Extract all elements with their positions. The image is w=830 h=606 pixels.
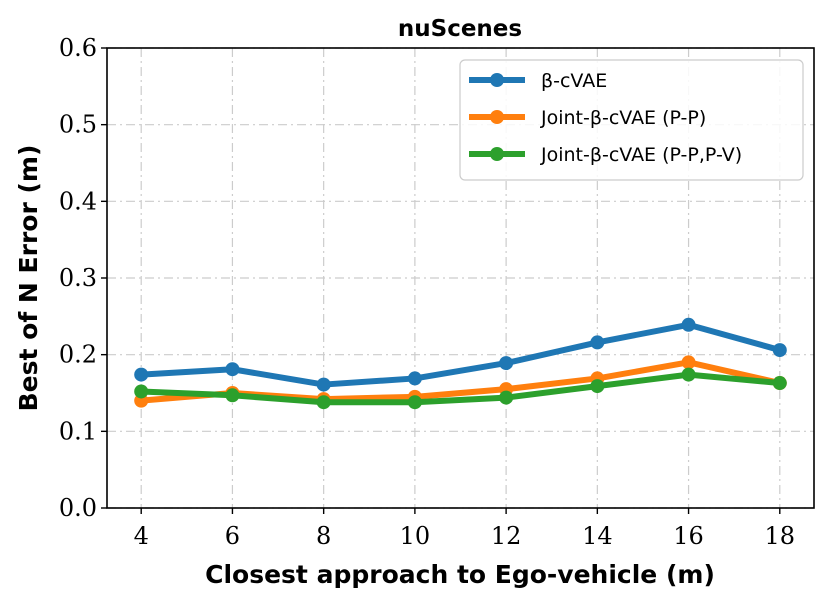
- series-line: [138, 321, 783, 388]
- legend: β-cVAE Joint-β-cVAE (P-P) Joint-β-cVAE (P-…: [459, 59, 804, 181]
- x-tick-label: 8: [316, 522, 331, 550]
- data-point: [407, 371, 422, 386]
- series-3: [134, 367, 787, 410]
- y-tick-label: 0.2: [59, 341, 97, 369]
- data-point: [772, 343, 787, 358]
- x-tick-label: 4: [134, 522, 149, 550]
- data-point: [681, 367, 696, 382]
- data-point: [499, 356, 514, 371]
- legend-entry: β-cVAE: [469, 70, 607, 92]
- data-point: [772, 376, 787, 391]
- data-point: [316, 395, 331, 410]
- y-tick-label: 0.0: [59, 494, 97, 522]
- series-line: [138, 371, 783, 406]
- series-layer: [134, 317, 787, 410]
- legend-label: Joint-β-cVAE (P-P): [540, 107, 706, 129]
- data-point: [590, 335, 605, 350]
- chart-title: nuScenes: [398, 16, 522, 42]
- data-point: [225, 388, 240, 403]
- data-point: [590, 379, 605, 394]
- y-tick-label: 0.4: [59, 187, 97, 215]
- x-tick-label: 16: [673, 522, 704, 550]
- legend-label: β-cVAE: [541, 70, 607, 92]
- x-tick-label: 14: [582, 522, 613, 550]
- legend-frame: [459, 59, 804, 181]
- legend-swatch-marker: [490, 147, 504, 161]
- data-point: [681, 355, 696, 370]
- data-point: [316, 377, 331, 392]
- x-tick-label: 6: [225, 522, 240, 550]
- y-axis-label: Best of N Error (m): [14, 145, 43, 412]
- legend-label: Joint-β-cVAE (P-P,P-V): [540, 144, 742, 166]
- legend-entry: Joint-β-cVAE (P-P,P-V): [469, 144, 742, 166]
- y-tick-label: 0.3: [59, 264, 97, 292]
- ticks: 4 6 8 10 12 14 16 18 0.0 0.1 0.2 0.3 0.4 0.5 0.6: [59, 34, 795, 550]
- data-point: [681, 317, 696, 332]
- legend-entry: Joint-β-cVAE (P-P): [469, 107, 706, 129]
- y-tick-label: 0.5: [59, 111, 97, 139]
- x-axis-label: Closest approach to Ego-vehicle (m): [205, 560, 715, 589]
- legend-swatch-marker: [490, 110, 504, 124]
- data-point: [407, 395, 422, 410]
- x-tick-label: 10: [400, 522, 431, 550]
- data-point: [225, 362, 240, 377]
- data-point: [134, 384, 149, 399]
- series-1: [134, 317, 787, 392]
- x-tick-label: 18: [765, 522, 796, 550]
- data-point: [499, 390, 514, 405]
- y-tick-label: 0.1: [59, 417, 97, 445]
- y-tick-label: 0.6: [59, 34, 97, 62]
- x-tick-label: 12: [491, 522, 522, 550]
- legend-swatch-marker: [490, 73, 504, 87]
- data-point: [134, 367, 149, 382]
